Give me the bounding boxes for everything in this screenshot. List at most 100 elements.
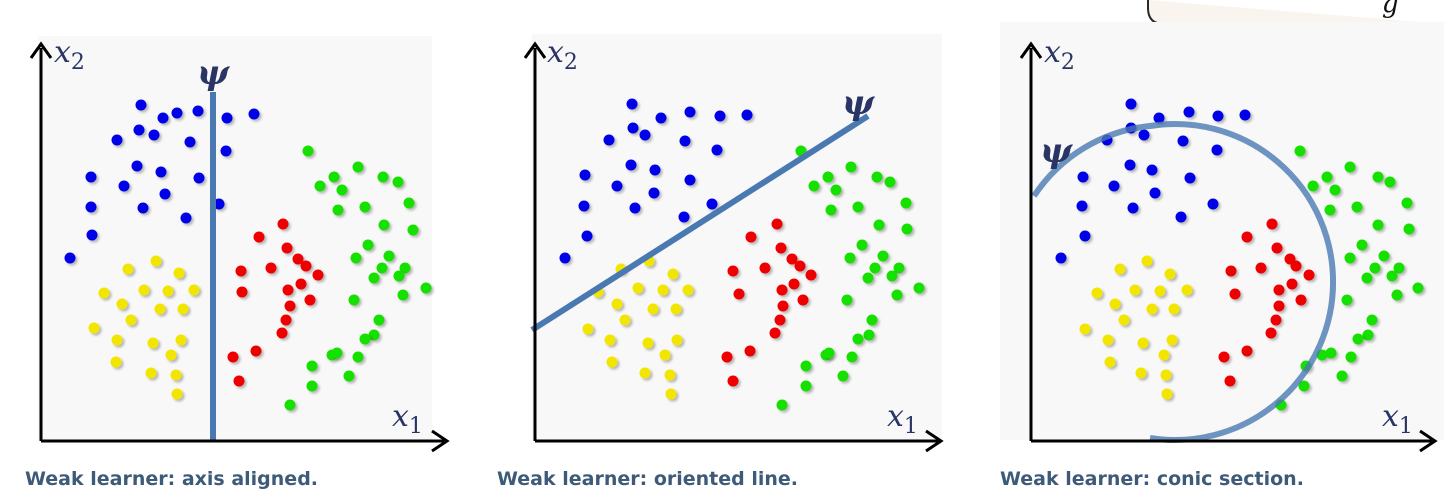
blue-point [1177,135,1189,147]
blue-point [1183,106,1195,118]
blue-point [111,134,123,146]
yellow-point [670,303,682,315]
yellow-point [138,284,150,296]
green-point [1298,380,1310,392]
blue-point [741,109,753,121]
red-point [727,265,739,277]
blue-point [184,136,196,148]
yellow-point [611,298,623,310]
yellow-point [1102,334,1114,346]
red-point [769,327,781,339]
yellow-point [606,356,618,368]
x-axis-label: x1 [392,399,423,439]
green-point [306,360,318,372]
yellow-point [171,388,183,400]
blue-point [1207,198,1219,210]
green-point [841,294,853,306]
yellow-point [682,284,694,296]
red-point [1229,288,1241,300]
red-point [284,300,296,312]
yellow-point [175,334,187,346]
blue-point [679,135,691,147]
green-point [1351,201,1363,213]
yellow-point [145,367,157,379]
blue-point [706,198,718,210]
blue-point [578,200,590,212]
yellow-point [1164,268,1176,280]
blue-point [155,166,167,178]
green-point [852,201,864,213]
axes [1019,41,1438,453]
green-point [1403,223,1415,235]
green-point [348,294,360,306]
yellow-point [647,303,659,315]
red-point [233,375,245,387]
blue-point [714,110,726,122]
y-axis-label: x2 [547,35,578,75]
blue-point [148,129,160,141]
blue-point [171,107,183,119]
yellow-point [604,334,616,346]
red-point [280,314,292,326]
yellow-point [111,334,123,346]
blue-point [629,202,641,214]
yellow-point [110,356,122,368]
green-point [403,197,415,209]
green-point [913,282,925,294]
blue-point [639,129,651,141]
red-point [1265,327,1277,339]
green-point [368,272,380,284]
red-point [774,314,786,326]
green-point [884,176,896,188]
blue-point [1184,172,1196,184]
blue-point [1138,129,1150,141]
green-point [873,219,885,231]
yellow-point [1158,349,1170,361]
yellow-point [1161,388,1173,400]
top-right-callout: g [1147,0,1444,25]
blue-point [159,188,171,200]
green-point [377,171,389,183]
red-point [1273,284,1285,296]
blue-point [581,230,593,242]
green-point [866,314,878,326]
blue-point [684,106,696,118]
green-point [376,262,388,274]
axes [523,41,944,453]
yellow-point [642,337,654,349]
yellow-point [1141,255,1153,267]
blue-point [220,145,232,157]
green-point [1401,197,1413,209]
yellow-point [1168,303,1180,315]
red-point [1266,218,1278,230]
blue-point [1055,252,1067,264]
yellow-point [639,367,651,379]
blue-point [655,112,667,124]
green-point [359,333,371,345]
yellow-point [664,369,676,381]
blue-point [1077,171,1089,183]
learner-label-psi: ψ [1040,131,1073,171]
yellow-point [1118,314,1130,326]
blue-point [248,108,260,120]
caption-oriented-line: Weak learner: oriented line. [497,468,799,490]
red-point [776,284,788,296]
red-point [235,265,247,277]
red-point [250,345,262,357]
green-point [336,184,348,196]
red-point [1303,269,1315,281]
green-point [830,184,842,196]
green-point [1412,282,1424,294]
green-point [845,161,857,173]
green-point [1361,272,1373,284]
green-point [776,399,788,411]
yellow-point [173,267,185,279]
green-point [846,351,858,363]
blue-point [118,180,130,192]
blue-point [579,169,591,181]
panel-background [532,34,942,440]
yellow-point [1166,334,1178,346]
yellow-point [1129,284,1141,296]
green-point [306,380,318,392]
